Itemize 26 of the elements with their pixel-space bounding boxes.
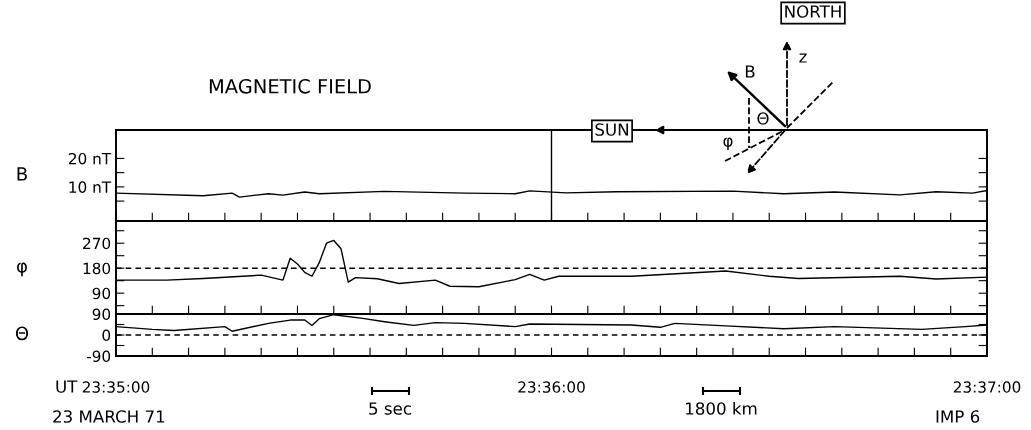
y-tick-label: 90: [92, 308, 111, 321]
x-tick-label: 23:37:00: [953, 381, 1021, 393]
y-tick-label: 20 nT: [68, 152, 112, 165]
text: UT: [56, 380, 78, 393]
y-tick-label: 90: [92, 287, 111, 300]
annotation: φ: [723, 137, 733, 151]
y-axis-title: φ: [17, 262, 27, 277]
text: NORTH: [785, 5, 841, 18]
y-tick-label: 180: [83, 262, 111, 275]
text: 1800 km: [686, 401, 757, 415]
x-tick-label: 23:35:00: [82, 381, 150, 393]
text: IMP 6: [936, 410, 980, 423]
y-tick-label: 0: [102, 329, 111, 342]
annotation: SUN: [595, 123, 628, 136]
text: B: [745, 65, 755, 78]
text: 5 sec: [369, 402, 411, 415]
y-tick-label: 10 nT: [69, 181, 112, 193]
y-tick-label: 270: [83, 237, 111, 250]
y-tick-label: -90: [86, 350, 111, 363]
x-tick-label: 23:36:00: [518, 381, 585, 393]
text: z: [799, 53, 807, 63]
text: 23 MARCH 71: [53, 410, 165, 423]
y-axis-title: B: [17, 167, 27, 181]
chart-title: MAGNETIC FIELD: [209, 78, 371, 94]
text: Θ: [757, 112, 769, 125]
y-axis-title: Θ: [15, 326, 29, 341]
